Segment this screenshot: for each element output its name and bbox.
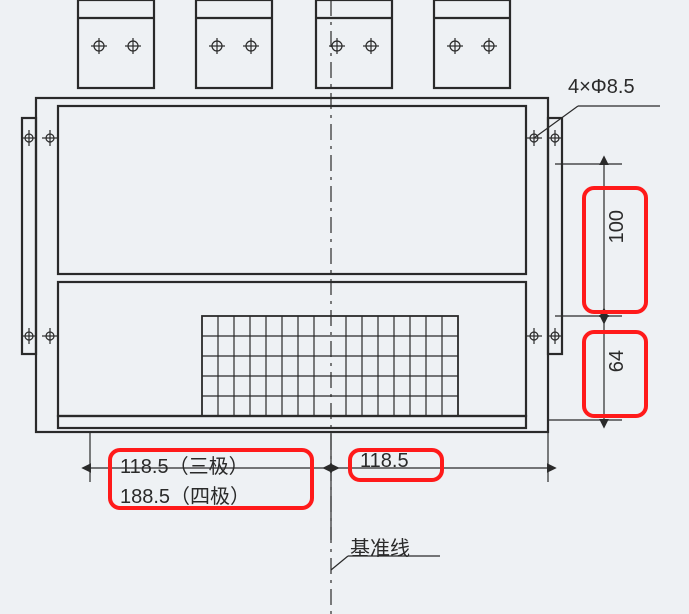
holes-label: 4×Φ8.5: [568, 76, 635, 99]
reference-label: 基准线: [350, 532, 410, 561]
grille: [202, 316, 458, 416]
dim-right: [548, 164, 622, 420]
technical-drawing: 4×Φ8.5 118.5（三极） 188.5（四极） 118.5 100 64 …: [0, 0, 689, 614]
dim-right-val: 118.5: [360, 450, 409, 473]
mount-holes: [21, 130, 563, 344]
hole-leader: [534, 106, 660, 138]
body: [36, 98, 548, 432]
dim-left-bottom: 188.5（四极）: [120, 480, 250, 509]
vdim-upper: 100: [606, 210, 629, 243]
dim-left-top: 118.5（三极）: [120, 450, 249, 479]
terminals: [78, 0, 510, 88]
vdim-lower: 64: [606, 350, 629, 372]
mount-ears: [22, 118, 562, 354]
